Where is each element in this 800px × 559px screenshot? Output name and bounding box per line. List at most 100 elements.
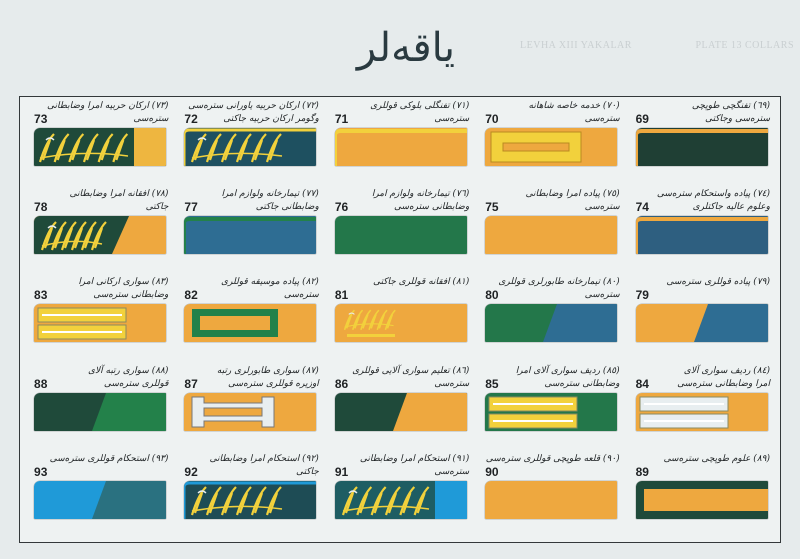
caption-line-1: (٧٤) پیادە واستحکام سترەسی xyxy=(656,189,770,200)
caption-line-2: وضابطانی سترەسی xyxy=(93,290,169,301)
caption-line-2: سترەسی xyxy=(434,466,470,477)
collar-swatch xyxy=(334,304,467,343)
collar-swatch xyxy=(635,480,768,519)
collar-plate-73: (٧٣) ارکان حربیە امرا وضابطانی سترەسی 73 xyxy=(24,99,174,187)
collar-plate-83: (٨٣) سواری ارکانی امرا وضابطانی سترەسی 83 xyxy=(24,275,174,363)
caption-line-2: سترەسی xyxy=(434,114,470,124)
collar-number: 71 xyxy=(334,112,349,126)
caption-line-1: (٩٢) استحکام امرا وضابطانی xyxy=(209,453,319,464)
caption-line-2: امرا وضابطانی سترەسی xyxy=(677,378,770,389)
caption-line-1: (٦٩) تفنگچی طوپچی xyxy=(691,101,770,111)
caption-line-1: (٨٠) تیمارخانە طابورلری قوللری xyxy=(498,277,620,288)
caption-line-1: (٨٨) سواری رتبە آلای xyxy=(87,365,169,376)
caption-line-1: (٨٥) ردیف سواری آلای امرا xyxy=(515,365,620,376)
collar-swatch xyxy=(485,392,618,431)
caption-line-2: سترەسی xyxy=(584,114,620,124)
collar-number: 90 xyxy=(485,464,499,479)
collar-swatch xyxy=(34,304,167,343)
caption-line-1: (٨٩) علوم طوپچی سترەسی xyxy=(663,453,770,464)
collar-swatch xyxy=(34,128,167,166)
collar-plate-84: (٨٤) ردیف سواری آلای امرا وضابطانی سترەسی… xyxy=(626,364,776,452)
collar-swatch xyxy=(34,392,167,431)
collar-number: 84 xyxy=(635,376,649,391)
collar-number: 87 xyxy=(184,376,198,391)
collar-plate-80: (٨٠) تیمارخانە طابورلری قوللری سترەسی 80 xyxy=(475,275,625,363)
bleed-through-heading-left: LEVHA XIII YAKALAR xyxy=(520,40,632,51)
collar-number: 83 xyxy=(34,288,48,303)
caption-line-1: (٧٥) پیادە امرا وضابطانی xyxy=(525,189,620,200)
collar-number: 80 xyxy=(485,288,499,303)
collar-number: 91 xyxy=(334,464,349,479)
collar-number: 70 xyxy=(485,112,499,126)
plate-frame: (٦٩) تفنگچی طوپچی سترەسی وجاکتی 69 (٧٠) خدم… xyxy=(19,96,781,543)
collar-number: 93 xyxy=(34,464,48,479)
collar-swatch xyxy=(184,128,317,166)
caption-line-1: (٩٣) استحکام قوللری سترەسی xyxy=(49,453,169,464)
collar-number: 86 xyxy=(334,376,349,391)
collar-grid: (٦٩) تفنگچی طوپچی سترەسی وجاکتی 69 (٧٠) خدم… xyxy=(24,99,776,540)
caption-line-2: سترەسی xyxy=(584,202,620,213)
collar-plate-88: (٨٨) سواری رتبە آلای قوللری سترەسی 88 xyxy=(24,364,174,452)
caption-line-2: وضابطانی جاکتی xyxy=(255,202,319,213)
caption-line-2: وضابطانی سترەسی xyxy=(393,202,470,213)
collar-plate-72: (٧٢) ارکان حربیە یاورانی سترەسی وگومر ارک… xyxy=(174,99,324,187)
caption-line-2: سترەسی xyxy=(584,290,620,301)
collar-number: 81 xyxy=(334,288,349,303)
collar-swatch xyxy=(485,480,618,519)
collar-plate-90: (٩٠) قلعە طوپچی قوللری سترەسی 90 xyxy=(475,452,625,540)
caption-line-2: وضابطانی سترەسی xyxy=(544,378,620,389)
caption-line-2: قوللری سترەسی xyxy=(103,378,169,389)
caption-line-2: سترەسی xyxy=(283,290,319,301)
caption-line-1: (٨٦) تعلیم سواری آلایی قوللری xyxy=(352,365,470,376)
collar-number: 82 xyxy=(184,288,198,303)
plate-title: یاقەلر xyxy=(356,25,455,71)
collar-swatch xyxy=(635,304,768,343)
collar-plate-87: (٨٧) سواری طابورلری رتبە اوزیرە قوللری ست… xyxy=(174,364,324,452)
bleed-through-heading-right: PLATE 13 COLLARS xyxy=(695,40,794,51)
caption-line-2: وگومر ارکان حربیە جاکتی xyxy=(223,114,319,124)
collar-swatch xyxy=(34,480,167,519)
caption-line-2: اوزیرە قوللری سترەسی xyxy=(228,378,319,389)
collar-plate-91: (٩١) استحکام امرا وضابطانی سترەسی 91 xyxy=(325,452,475,540)
collar-swatch xyxy=(34,216,167,255)
collar-plate-79: (٧٩) پیادە قوللری سترەسی 79 xyxy=(626,275,776,363)
collar-number: 89 xyxy=(635,464,649,479)
collar-swatch xyxy=(485,216,618,255)
caption-line-1: (٧٠) خدمە خاصە شاهانە xyxy=(528,101,620,111)
caption-line-1: (٨٣) سواری ارکانی امرا xyxy=(78,277,169,288)
collar-number: 79 xyxy=(635,288,649,303)
collar-swatch xyxy=(485,304,618,343)
collar-plate-81: (٨١) افقانە قوللری جاکتی 81 xyxy=(325,275,475,363)
caption-line-1: (٧١) تفنگلی بلوکی قوللری xyxy=(370,101,470,111)
caption-line-2: سترەسی xyxy=(133,114,169,124)
caption-line-2: سترەسی xyxy=(434,378,470,389)
collar-number: 74 xyxy=(635,200,649,215)
collar-plate-89: (٨٩) علوم طوپچی سترەسی 89 xyxy=(626,452,776,540)
caption-line-1: (٧٧) تیمارخانە ولوازم امرا xyxy=(221,189,319,200)
collar-number: 85 xyxy=(485,376,499,391)
collar-plate-74: (٧٤) پیادە واستحکام سترەسی وعلوم عالیە جا… xyxy=(626,187,776,275)
caption-line-1: (٧٢) ارکان حربیە یاورانی سترەسی xyxy=(188,101,319,111)
collar-number: 92 xyxy=(184,464,198,479)
collar-number: 77 xyxy=(184,200,198,215)
collar-plate-82: (٨٢) پیادە موسیقە قوللری سترەسی 82 xyxy=(174,275,324,363)
collar-plate-92: (٩٢) استحکام امرا وضابطانی جاکتی 92 xyxy=(174,452,324,540)
collar-plate-70: (٧٠) خدمە خاصە شاهانە سترەسی 70 xyxy=(475,99,625,187)
collar-plate-71: (٧١) تفنگلی بلوکی قوللری سترەسی 71 xyxy=(325,99,475,187)
caption-line-1: (٨١) افقانە قوللری جاکتی xyxy=(373,277,470,288)
collar-swatch xyxy=(485,128,618,166)
caption-line-2: سترەسی وجاکتی xyxy=(705,114,770,124)
caption-line-1: (٧٩) پیادە قوللری سترەسی xyxy=(666,277,770,288)
collar-number: 75 xyxy=(485,200,499,215)
collar-swatch xyxy=(334,128,467,166)
collar-plate-78: (٧٨) افقانە امرا وضابطانی جاکتی 78 xyxy=(24,187,174,275)
caption-line-1: (٩١) استحکام امرا وضابطانی xyxy=(359,453,470,464)
caption-line-1: (٧٨) افقانە امرا وضابطانی xyxy=(69,189,169,200)
caption-line-1: (٨٤) ردیف سواری آلای xyxy=(683,365,770,376)
caption-line-1: (٨٢) پیادە موسیقە قوللری xyxy=(221,277,319,288)
caption-line-2: جاکتی xyxy=(296,466,319,477)
collar-number: 76 xyxy=(334,200,349,215)
collar-swatch xyxy=(334,392,467,431)
collar-number: 88 xyxy=(34,376,48,391)
collar-plate-75: (٧٥) پیادە امرا وضابطانی سترەسی 75 xyxy=(475,187,625,275)
